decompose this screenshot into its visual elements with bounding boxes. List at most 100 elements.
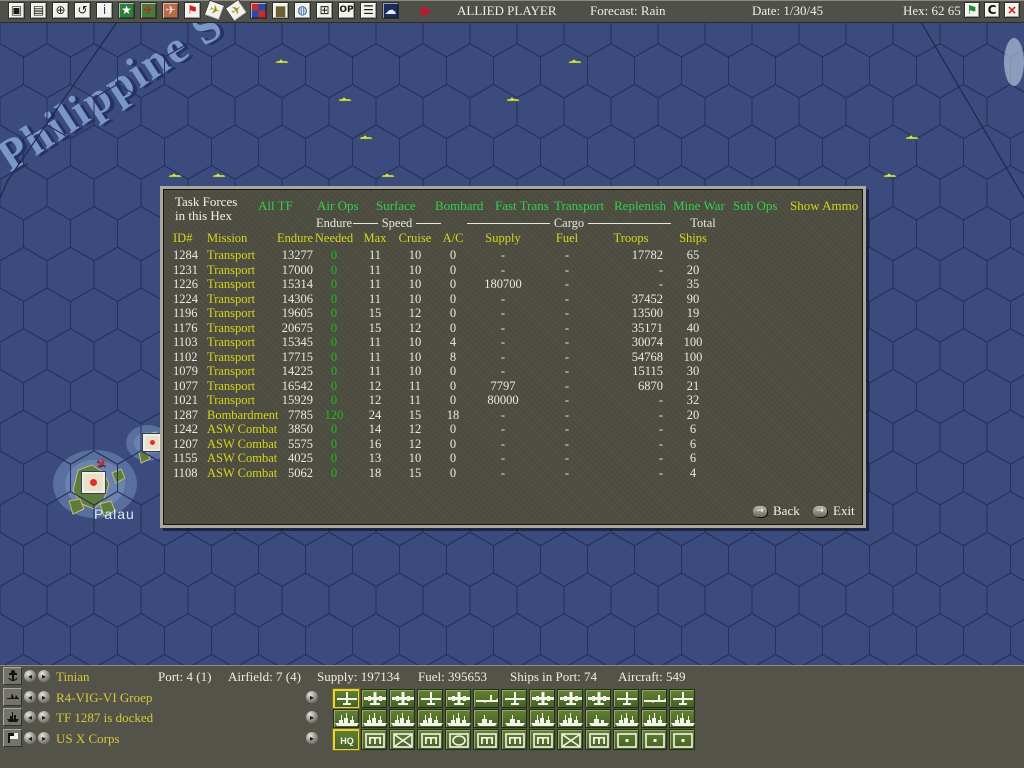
next-tf-button[interactable]: ▸ xyxy=(38,711,50,723)
aircraft-group-button[interactable] xyxy=(529,689,555,708)
tab-bombard[interactable]: Bombard xyxy=(435,198,484,213)
ship-button[interactable] xyxy=(669,709,695,728)
air-combat-icon[interactable]: ✈ xyxy=(140,2,157,19)
objective-flag-icon[interactable]: ⚑ xyxy=(184,2,201,19)
ship-button[interactable] xyxy=(333,709,359,728)
ground-unit-button[interactable] xyxy=(417,729,443,750)
ground-mode-button[interactable] xyxy=(3,729,22,747)
next-base-button[interactable]: ▸ xyxy=(38,670,50,682)
task-force-marker[interactable] xyxy=(904,134,920,140)
amphib-icon[interactable]: ▆ xyxy=(272,2,289,19)
task-force-row[interactable]: 1102 Transport 17715 0 11 10 8 - - 54768 100 xyxy=(163,350,863,364)
tab-sub-ops[interactable]: Sub Ops xyxy=(733,198,778,213)
ground-unit-button[interactable] xyxy=(361,729,387,750)
ground-unit-button[interactable] xyxy=(557,729,583,750)
ground-unit-button[interactable] xyxy=(473,729,499,750)
plane-climb-icon[interactable]: ✈ xyxy=(224,0,249,23)
task-force-marker[interactable] xyxy=(505,96,521,102)
aircraft-group-button[interactable] xyxy=(333,689,359,708)
aircraft-group-button[interactable] xyxy=(585,689,611,708)
task-force-marker[interactable] xyxy=(337,96,353,102)
ship-button[interactable] xyxy=(613,709,639,728)
ship-button[interactable] xyxy=(557,709,583,728)
ground-unit-button[interactable] xyxy=(613,729,639,750)
flag-toggle-button[interactable]: ⚑ xyxy=(964,2,980,18)
ground-unit-button[interactable] xyxy=(445,729,471,750)
tab-air-ops[interactable]: Air Ops xyxy=(317,198,359,213)
prev-unit-button[interactable]: ◂ xyxy=(24,732,36,744)
aircraft-group-button[interactable] xyxy=(557,689,583,708)
ship-button[interactable] xyxy=(417,709,443,728)
ground-unit-button[interactable] xyxy=(529,729,555,750)
task-force-marker[interactable] xyxy=(358,134,374,140)
task-force-row[interactable]: 1242 ASW Combat 3850 0 14 12 0 - - - 6 xyxy=(163,422,863,436)
prev-tf-button[interactable]: ◂ xyxy=(24,711,36,723)
task-force-marker[interactable] xyxy=(882,172,898,178)
ship-button[interactable] xyxy=(501,709,527,728)
tab-fast-trans[interactable]: Fast Trans xyxy=(495,198,549,213)
ship-button[interactable] xyxy=(361,709,387,728)
prev-air-group-button[interactable]: ◂ xyxy=(24,691,36,703)
ground-unit-button[interactable] xyxy=(389,729,415,750)
ground-combat-icon[interactable] xyxy=(250,2,267,19)
ground-unit-button[interactable] xyxy=(501,729,527,750)
ship-button[interactable] xyxy=(389,709,415,728)
ground-unit-button[interactable] xyxy=(641,729,667,750)
task-force-row[interactable]: 1077 Transport 16542 0 12 11 0 7797 - 6870 21 xyxy=(163,379,863,393)
ship-button[interactable] xyxy=(585,709,611,728)
rotate-view-icon[interactable]: ↺ xyxy=(74,2,91,19)
aircraft-group-button[interactable] xyxy=(501,689,527,708)
task-force-row[interactable]: 1207 ASW Combat 5575 0 16 12 0 - - - 6 xyxy=(163,437,863,451)
aircraft-group-button[interactable] xyxy=(641,689,667,708)
tab-transport[interactable]: Transport xyxy=(554,198,605,213)
combat-report-button[interactable]: C xyxy=(984,2,1000,18)
tab-surface[interactable]: Surface xyxy=(376,198,416,213)
report-icon[interactable]: ▤ xyxy=(30,2,47,19)
task-force-row[interactable]: 1021 Transport 15929 0 12 11 0 80000 - - 32 xyxy=(163,393,863,407)
tab-mine-war[interactable]: Mine War xyxy=(673,198,725,213)
close-button[interactable]: × xyxy=(1004,2,1020,18)
back-button[interactable]: → Back xyxy=(753,503,800,519)
unit-expand-button[interactable]: ▸ xyxy=(306,732,318,744)
aircraft-group-button[interactable] xyxy=(417,689,443,708)
aircraft-group-button[interactable] xyxy=(361,689,387,708)
task-force-marker[interactable] xyxy=(211,172,227,178)
aircraft-group-button[interactable] xyxy=(613,689,639,708)
aircraft-group-button[interactable] xyxy=(473,689,499,708)
tf-status-label[interactable]: TF 1287 is docked xyxy=(56,710,154,725)
zoom-cycle-icon[interactable]: ⊕ xyxy=(52,2,69,19)
zoom-map-icon[interactable]: ⊞ xyxy=(316,2,333,19)
task-force-row[interactable]: 1224 Transport 14306 0 11 10 0 - - 37452 90 xyxy=(163,292,863,306)
ground-unit-button[interactable]: HQ xyxy=(333,729,359,750)
next-unit-button[interactable]: ▸ xyxy=(38,732,50,744)
port-mode-button[interactable] xyxy=(3,667,22,685)
ship-mode-button[interactable] xyxy=(3,708,22,726)
tab-replenish[interactable]: Replenish xyxy=(614,198,666,213)
weather-icon[interactable]: ☁ xyxy=(382,2,399,19)
exit-button[interactable]: → Exit xyxy=(813,503,855,519)
ship-button[interactable] xyxy=(445,709,471,728)
save-icon[interactable]: ▣ xyxy=(8,2,25,19)
next-turn-icon[interactable]: ▶ xyxy=(421,2,432,19)
aircraft-group-button[interactable] xyxy=(445,689,471,708)
ground-unit-button[interactable] xyxy=(669,729,695,750)
air-strike-icon[interactable]: ✈ xyxy=(162,2,179,19)
air-group-expand-button[interactable]: ▸ xyxy=(306,691,318,703)
next-air-group-button[interactable]: ▸ xyxy=(38,691,50,703)
ground-unit-button[interactable] xyxy=(585,729,611,750)
enemy-unit-counter[interactable] xyxy=(142,433,162,452)
info-icon[interactable]: i xyxy=(96,2,113,19)
air-mode-button[interactable] xyxy=(3,688,22,706)
task-force-row[interactable]: 1155 ASW Combat 4025 0 13 10 0 - - - 6 xyxy=(163,451,863,465)
star-icon[interactable]: ★ xyxy=(118,2,135,19)
task-force-row[interactable]: 1108 ASW Combat 5062 0 18 15 0 - - - 4 xyxy=(163,466,863,480)
base-name-label[interactable]: Tinian xyxy=(56,669,90,684)
tf-expand-button[interactable]: ▸ xyxy=(306,711,318,723)
ground-unit-label[interactable]: US X Corps xyxy=(56,731,120,746)
ship-button[interactable] xyxy=(529,709,555,728)
aircraft-group-button[interactable] xyxy=(389,689,415,708)
aircraft-group-button[interactable] xyxy=(669,689,695,708)
task-force-marker[interactable] xyxy=(274,58,290,64)
task-force-row[interactable]: 1196 Transport 19605 0 15 12 0 - - 13500 19 xyxy=(163,306,863,320)
task-force-row[interactable]: 1284 Transport 13277 0 11 10 0 - - 17782 65 xyxy=(163,248,863,262)
